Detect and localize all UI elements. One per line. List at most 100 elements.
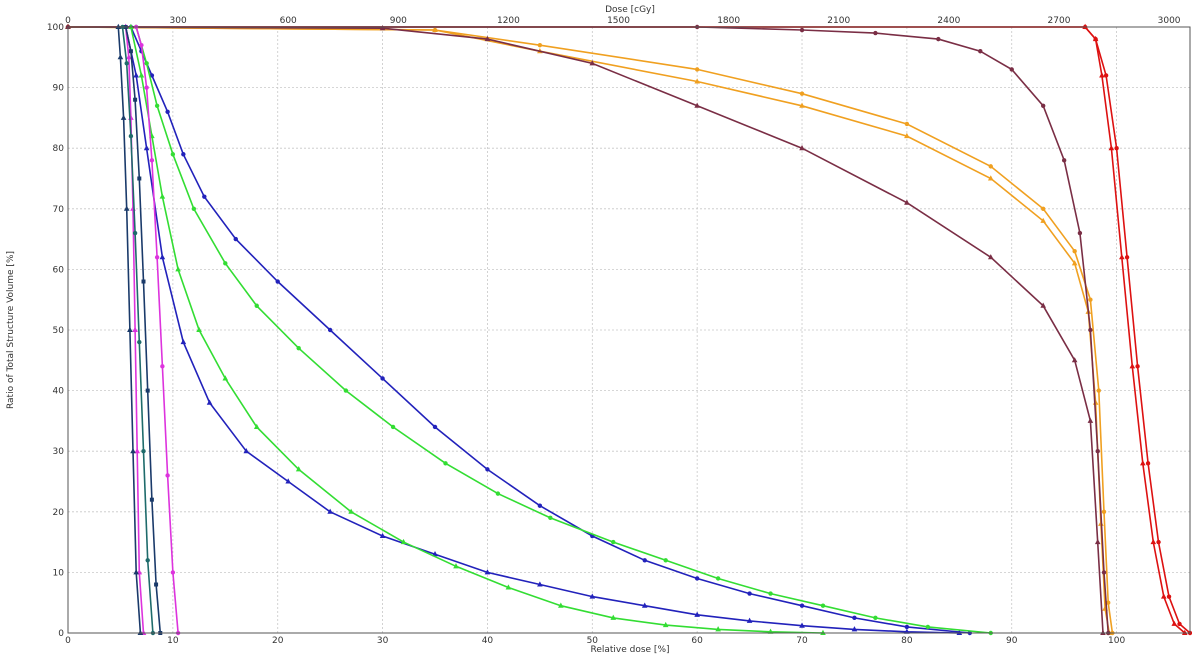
x2-tick-label: 900: [390, 16, 407, 26]
data-point: [988, 164, 993, 169]
data-point: [1124, 255, 1130, 260]
data-point: [768, 591, 773, 596]
data-point: [327, 508, 333, 514]
data-point: [379, 25, 386, 31]
data-point: [296, 345, 301, 351]
data-point: [285, 478, 292, 484]
y-tick-label: 40: [53, 387, 65, 397]
data-point: [904, 199, 910, 205]
data-point: [558, 602, 564, 608]
data-point: [746, 617, 753, 623]
y-tick-label: 10: [53, 568, 65, 578]
data-point: [820, 629, 826, 635]
data-point: [133, 97, 138, 102]
data-point: [120, 114, 127, 120]
data-point: [1077, 230, 1083, 236]
data-point: [123, 205, 130, 211]
series-line: [117, 26, 142, 634]
x-tick-label: 10: [167, 636, 179, 646]
data-point: [1171, 620, 1178, 626]
data-point: [160, 364, 165, 369]
data-point: [1071, 260, 1078, 266]
data-point: [149, 158, 155, 163]
data-point: [143, 145, 150, 151]
data-point: [694, 67, 700, 72]
data-point: [139, 42, 144, 48]
series-9: [128, 23, 826, 635]
series-layer: [65, 23, 1192, 636]
data-point: [495, 491, 501, 496]
data-point: [537, 503, 543, 508]
data-point: [65, 23, 71, 29]
data-point: [170, 570, 176, 575]
data-point: [1096, 388, 1101, 393]
y-tick-label: 20: [53, 508, 65, 518]
data-point: [1181, 629, 1188, 635]
x2-tick-label: 3000: [1158, 16, 1181, 26]
data-point: [432, 551, 438, 557]
data-point: [327, 327, 333, 333]
data-point: [1150, 538, 1157, 545]
data-point: [799, 102, 805, 108]
data-point: [851, 626, 858, 632]
y-tick-label: 50: [53, 326, 65, 336]
data-point: [253, 423, 260, 429]
series-15: [120, 24, 156, 636]
data-point: [1166, 594, 1172, 599]
data-point: [191, 206, 197, 211]
data-point: [1061, 158, 1067, 163]
data-point: [124, 61, 129, 66]
data-point: [799, 603, 805, 608]
x-tick-label: 50: [587, 636, 599, 646]
series-7: [122, 23, 963, 635]
data-point: [432, 26, 438, 33]
data-point: [233, 236, 238, 242]
data-point: [132, 326, 138, 332]
series-4: [65, 23, 1113, 635]
data-point: [589, 593, 596, 599]
data-point: [1101, 509, 1107, 514]
y-tick-label: 60: [53, 265, 65, 275]
data-point: [747, 591, 752, 596]
data-point: [137, 176, 142, 181]
data-point: [1082, 23, 1088, 29]
data-point: [904, 624, 910, 630]
data-point: [715, 576, 721, 581]
series-6: [65, 23, 1106, 635]
data-point: [137, 629, 144, 635]
data-point: [1108, 145, 1115, 151]
data-point: [1095, 449, 1100, 454]
data-point: [925, 624, 931, 630]
data-point: [1145, 461, 1151, 466]
data-point: [130, 448, 136, 454]
data-point: [1129, 363, 1136, 369]
data-point: [1088, 297, 1093, 302]
series-line: [68, 26, 1186, 634]
plot-frame: [67, 26, 1191, 634]
data-point: [128, 133, 134, 139]
x-tick-label: 80: [901, 636, 913, 646]
data-point: [1087, 417, 1094, 423]
data-point: [1101, 570, 1107, 575]
data-point: [128, 23, 134, 29]
data-point: [767, 628, 774, 634]
data-point: [206, 399, 213, 405]
data-point: [133, 569, 139, 575]
data-point: [145, 558, 150, 563]
data-point: [589, 60, 596, 66]
data-point: [537, 42, 543, 48]
y-tick-label: 0: [58, 629, 64, 639]
data-point: [694, 611, 700, 617]
data-point: [170, 152, 176, 157]
data-point: [1009, 67, 1014, 72]
series-11: [122, 23, 147, 635]
data-point: [132, 230, 138, 236]
data-point: [144, 85, 149, 90]
data-point: [128, 49, 133, 54]
series-line: [67, 26, 1114, 634]
data-point: [936, 36, 941, 42]
data-point: [1160, 593, 1167, 599]
data-point: [873, 615, 878, 621]
data-point: [1071, 357, 1078, 363]
